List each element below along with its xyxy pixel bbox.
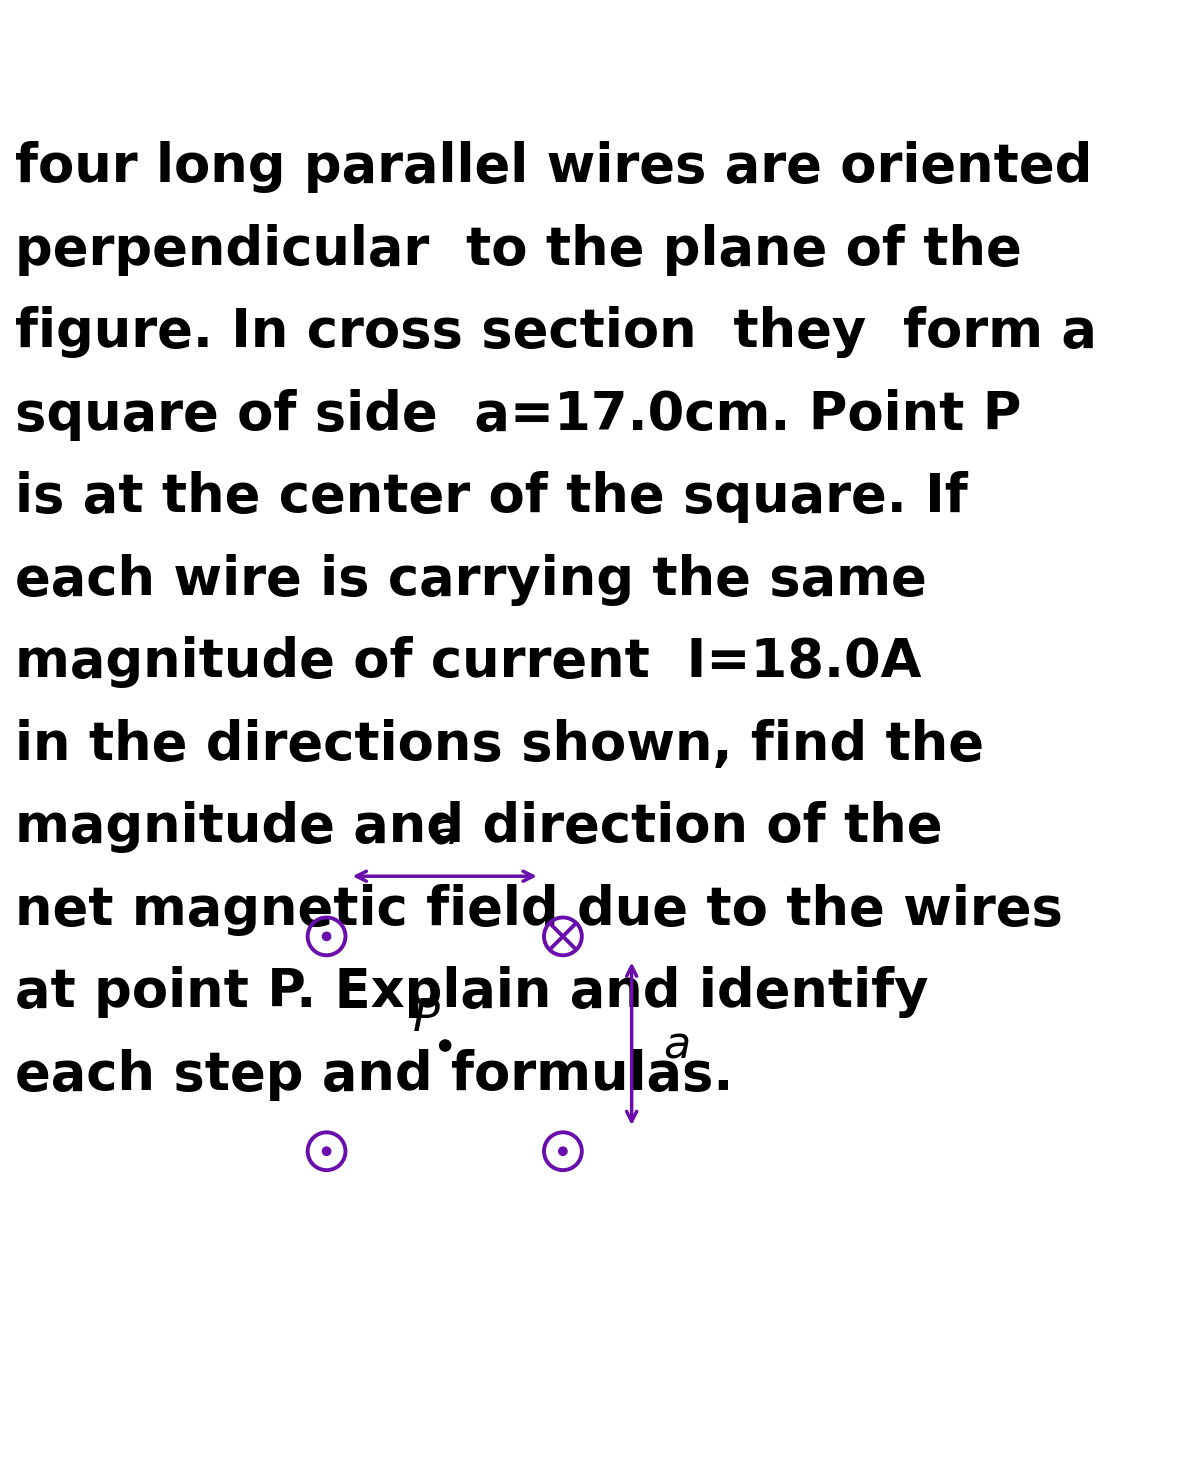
Circle shape bbox=[323, 932, 331, 940]
Circle shape bbox=[559, 1147, 568, 1156]
Text: a: a bbox=[432, 811, 458, 853]
Text: in the directions shown, find the: in the directions shown, find the bbox=[16, 719, 984, 771]
Text: magnitude of current  I=18.0A: magnitude of current I=18.0A bbox=[16, 637, 922, 688]
Circle shape bbox=[323, 1147, 331, 1156]
Text: at point P. Explain and identify: at point P. Explain and identify bbox=[16, 967, 929, 1019]
Text: is at the center of the square. If: is at the center of the square. If bbox=[16, 472, 968, 523]
Text: a: a bbox=[664, 1024, 691, 1067]
Text: four long parallel wires are oriented: four long parallel wires are oriented bbox=[16, 142, 1093, 193]
Text: magnitude and direction of the: magnitude and direction of the bbox=[16, 802, 943, 853]
Text: net magnetic field due to the wires: net magnetic field due to the wires bbox=[16, 884, 1063, 936]
Circle shape bbox=[439, 1041, 451, 1051]
Text: square of side  a=17.0cm. Point P: square of side a=17.0cm. Point P bbox=[16, 389, 1022, 441]
Text: each wire is carrying the same: each wire is carrying the same bbox=[16, 554, 928, 606]
Text: P: P bbox=[413, 996, 439, 1039]
Text: each step and formulas.: each step and formulas. bbox=[16, 1049, 734, 1101]
Text: perpendicular  to the plane of the: perpendicular to the plane of the bbox=[16, 224, 1022, 276]
Text: figure. In cross section  they  form a: figure. In cross section they form a bbox=[16, 307, 1097, 358]
